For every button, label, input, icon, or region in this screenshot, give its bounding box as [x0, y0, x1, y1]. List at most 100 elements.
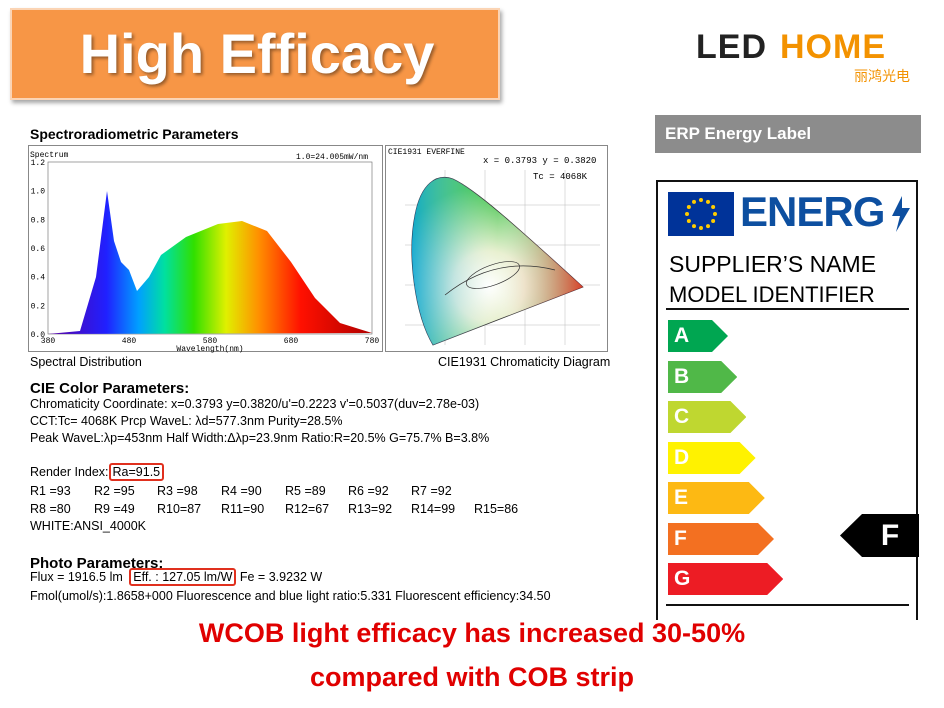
- star: [692, 224, 696, 229]
- white-class: WHITE:ANSI_4000K: [30, 519, 147, 533]
- class-arrow: [668, 482, 765, 514]
- heading: CIE Color Parameters:: [30, 380, 190, 397]
- r-value: R8 =80: [30, 502, 71, 516]
- arrow-shape: [668, 401, 747, 433]
- star: [686, 205, 691, 209]
- arrow-shape: [668, 563, 784, 595]
- energy-label-frame: [656, 180, 918, 620]
- class-arrow: [668, 401, 747, 433]
- class-letter: C: [674, 405, 690, 428]
- x-tick-label: 580: [203, 337, 218, 346]
- r-value: R13=92: [348, 502, 393, 516]
- r-value: R10=87: [157, 502, 202, 516]
- star: [686, 219, 691, 223]
- photo-line: Flux = 1916.5 lm Eff. : 127.05 lm/W Fe =…: [30, 568, 322, 586]
- arrow-shape: [668, 320, 728, 352]
- cie-panel: CIE1931 EVERFINE x = 0.3793 y = 0.3820 T…: [385, 145, 608, 352]
- star: [713, 212, 717, 216]
- energy-class: D: [668, 441, 756, 474]
- logo-right: HOME: [780, 28, 886, 66]
- star: [706, 224, 710, 229]
- y-tick-label: 0.0: [31, 331, 46, 340]
- title-banner: High Efficacy: [10, 8, 500, 100]
- energy-class: A: [668, 320, 728, 352]
- r-value: R12=67: [285, 502, 330, 516]
- class-arrow: [668, 441, 756, 474]
- flux: Flux = 1916.5 lm: [30, 570, 123, 584]
- x-tick-label: 680: [284, 337, 299, 346]
- logo-left: LED: [696, 28, 767, 66]
- r-value: R15=86: [474, 502, 519, 516]
- arrow-shape: [668, 522, 774, 555]
- x-tick-label: 780: [365, 337, 380, 346]
- class-arrow: [668, 522, 774, 555]
- r-value: R2 =95: [94, 484, 135, 498]
- cie-tint: [411, 177, 583, 345]
- r-value: R1 =93: [30, 484, 71, 498]
- x-tick-label: 380: [41, 337, 56, 346]
- param-line: Peak WaveL:λp=453nm Half Width:Δλp=23.9n…: [30, 431, 490, 445]
- y-tick-label: 1.0: [31, 188, 46, 197]
- star: [711, 219, 716, 223]
- heading: Spectroradiometric Parameters: [30, 126, 239, 142]
- rating-letter: F: [881, 519, 899, 552]
- erp-header: ERP Energy Label: [655, 115, 921, 153]
- render-index: Render Index: Ra=91.5: [30, 463, 165, 481]
- r-value: R5 =89: [285, 484, 326, 498]
- rating-arrow: F: [840, 514, 919, 557]
- axis-title: Spectrum: [30, 151, 69, 160]
- cie-tc: Tc = 4068K: [533, 172, 588, 182]
- energy-class: E: [668, 482, 765, 514]
- star: [692, 199, 696, 204]
- arrow-shape: [668, 482, 765, 514]
- arrow-shape: [668, 441, 756, 474]
- heading: Photo Parameters:: [30, 555, 164, 572]
- class-letter: G: [674, 567, 691, 590]
- logo-chinese: 丽鸿光电: [854, 68, 910, 84]
- star: [706, 199, 710, 204]
- cie-title: CIE1931 EVERFINE: [388, 148, 465, 157]
- star: [685, 212, 689, 216]
- cie-coords: x = 0.3793 y = 0.3820: [483, 156, 596, 166]
- param-line: CCT:Tc= 4068K Prcp WaveL: λd=577.3nm Pur…: [30, 414, 343, 428]
- r-value: R14=99: [411, 502, 456, 516]
- y-tick-label: 0.8: [31, 216, 46, 225]
- spectrum-panel: Spectrum 1.0=24.005mW/nm 1.2 1.0 0.8 0.6 0.4 0.…: [28, 145, 383, 353]
- photo-line: Fmol(umol/s):1.8658+000 Fluorescence and…: [30, 589, 551, 603]
- star: [699, 226, 703, 230]
- star: [699, 198, 703, 202]
- y-tick-label: 0.2: [31, 302, 46, 311]
- y-tick-label: 1.2: [31, 159, 46, 168]
- arrow-shape: [668, 360, 738, 393]
- class-letter: E: [674, 486, 689, 509]
- plot-frame: [47, 161, 373, 335]
- energy-class: F: [668, 522, 774, 555]
- caption: CIE1931 Chromaticity Diagram: [438, 355, 611, 369]
- supplier: SUPPLIER’S NAME: [669, 251, 877, 277]
- param-line: Chromaticity Coordinate: x=0.3793 y=0.38…: [30, 397, 480, 411]
- caption: Spectral Distribution: [30, 355, 142, 369]
- energy-class: C: [668, 401, 747, 433]
- footer-line: WCOB light efficacy has increased 30-50%: [198, 618, 746, 648]
- r-value: R7 =92: [411, 484, 452, 498]
- x-axis-title: Wavelength(nm): [176, 345, 243, 353]
- x-tick-label: 480: [122, 337, 137, 346]
- r-value: R9 =49: [94, 502, 135, 516]
- energy-class: B: [668, 360, 738, 393]
- energ: ENERG: [740, 188, 885, 235]
- class-arrow: [668, 360, 738, 393]
- class-letter: B: [674, 364, 690, 388]
- r-value: R3 =98: [157, 484, 198, 498]
- model: MODEL IDENTIFIER: [669, 282, 875, 307]
- spectrum-curve: [48, 191, 372, 334]
- footer-line: compared with COB strip: [309, 662, 635, 692]
- y-tick-label: 0.4: [31, 274, 46, 283]
- divider: [666, 604, 909, 606]
- scale-note: 1.0=24.005mW/nm: [296, 153, 368, 162]
- r-value: R4 =90: [221, 484, 262, 498]
- efficacy: Eff. : 127.05 lm/W: [129, 568, 237, 586]
- class-letter: A: [674, 324, 690, 347]
- class-arrow: [668, 320, 728, 352]
- divider: [666, 308, 909, 310]
